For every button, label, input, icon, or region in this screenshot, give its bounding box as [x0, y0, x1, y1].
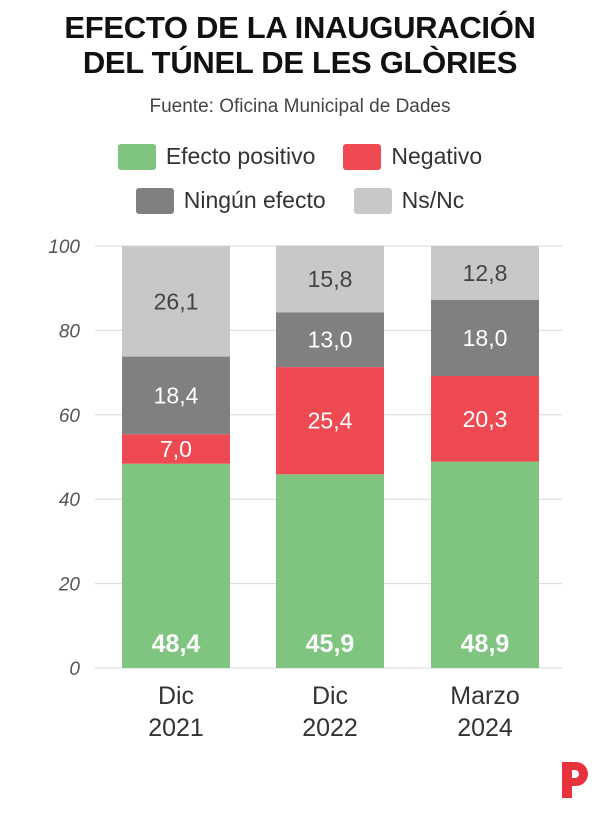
legend-label-nsnc: Ns/Nc [401, 187, 465, 213]
data-label: 18,0 [463, 325, 508, 351]
legend-row-2: Ningún efecto Ns/Nc [0, 187, 600, 214]
bar-segment-efecto-positivo [431, 461, 539, 668]
bar-segment-ning-n-efecto [276, 312, 384, 368]
legend-label-negative: Negativo [391, 143, 483, 169]
data-label: 15,8 [308, 266, 353, 292]
legend-swatch-positive [117, 143, 156, 170]
y-tick-label: 80 [59, 321, 81, 342]
legend-item-nsnc: Ns/Nc [353, 187, 465, 214]
legend-item-no-effect: Ningún efecto [135, 187, 326, 214]
bar-segment-efecto-positivo [122, 463, 230, 668]
data-label: 48,4 [152, 630, 201, 658]
legend-label-positive: Efecto positivo [165, 143, 316, 169]
title-line-2: DEL TÚNEL DE LES GLÒRIES [82, 45, 518, 80]
bar-segment-ning-n-efecto [122, 356, 230, 435]
chart-title: EFECTO DE LA INAUGURACIÓN DEL TÚNEL DE L… [0, 10, 600, 80]
legend-row-1: Efecto positivo Negativo [0, 143, 600, 170]
y-tick-label: 100 [48, 237, 80, 258]
data-label: 7,0 [160, 436, 192, 462]
legend-item-positive: Efecto positivo [117, 143, 316, 170]
data-label: 45,9 [306, 630, 355, 658]
x-tick-label: Dic [312, 682, 348, 710]
bar-segment-ning-n-efecto [431, 300, 539, 376]
bar-segment-negativo [431, 375, 539, 462]
source-note: Fuente: Oficina Municipal de Dades [149, 96, 451, 117]
bar-segment-ns-nc [122, 246, 230, 357]
legend-swatch-nsnc [353, 187, 392, 214]
bar-segment-negativo [276, 367, 384, 475]
legend-swatch-negative [343, 143, 382, 170]
data-label: 13,0 [308, 327, 353, 353]
x-tick-label: 2024 [457, 714, 513, 742]
x-tick-label: 2022 [302, 714, 358, 742]
data-label: 25,4 [308, 408, 353, 434]
data-label: 26,1 [154, 288, 199, 314]
data-label: 12,8 [463, 260, 508, 286]
y-tick-label: 40 [59, 490, 81, 511]
x-tick-label: Dic [158, 682, 194, 710]
bar-segment-negativo [122, 434, 230, 464]
x-tick-label: Marzo [450, 682, 519, 710]
legend-swatch-no-effect [135, 187, 174, 214]
bar-segment-efecto-positivo [276, 474, 384, 668]
brand-logo-icon [562, 762, 588, 798]
data-label: 18,4 [154, 382, 199, 408]
data-label: 20,3 [463, 406, 508, 432]
title-line-1: EFECTO DE LA INAUGURACIÓN [64, 10, 536, 45]
y-tick-label: 60 [59, 406, 81, 427]
y-tick-label: 20 [58, 575, 81, 596]
x-tick-label: 2021 [148, 714, 204, 742]
legend-label-no-effect: Ningún efecto [183, 187, 326, 213]
data-label: 48,9 [461, 630, 510, 658]
y-tick-label: 0 [69, 659, 80, 680]
bar-segment-ns-nc [431, 246, 539, 301]
legend-item-negative: Negativo [343, 143, 482, 170]
bar-segment-ns-nc [276, 245, 384, 313]
